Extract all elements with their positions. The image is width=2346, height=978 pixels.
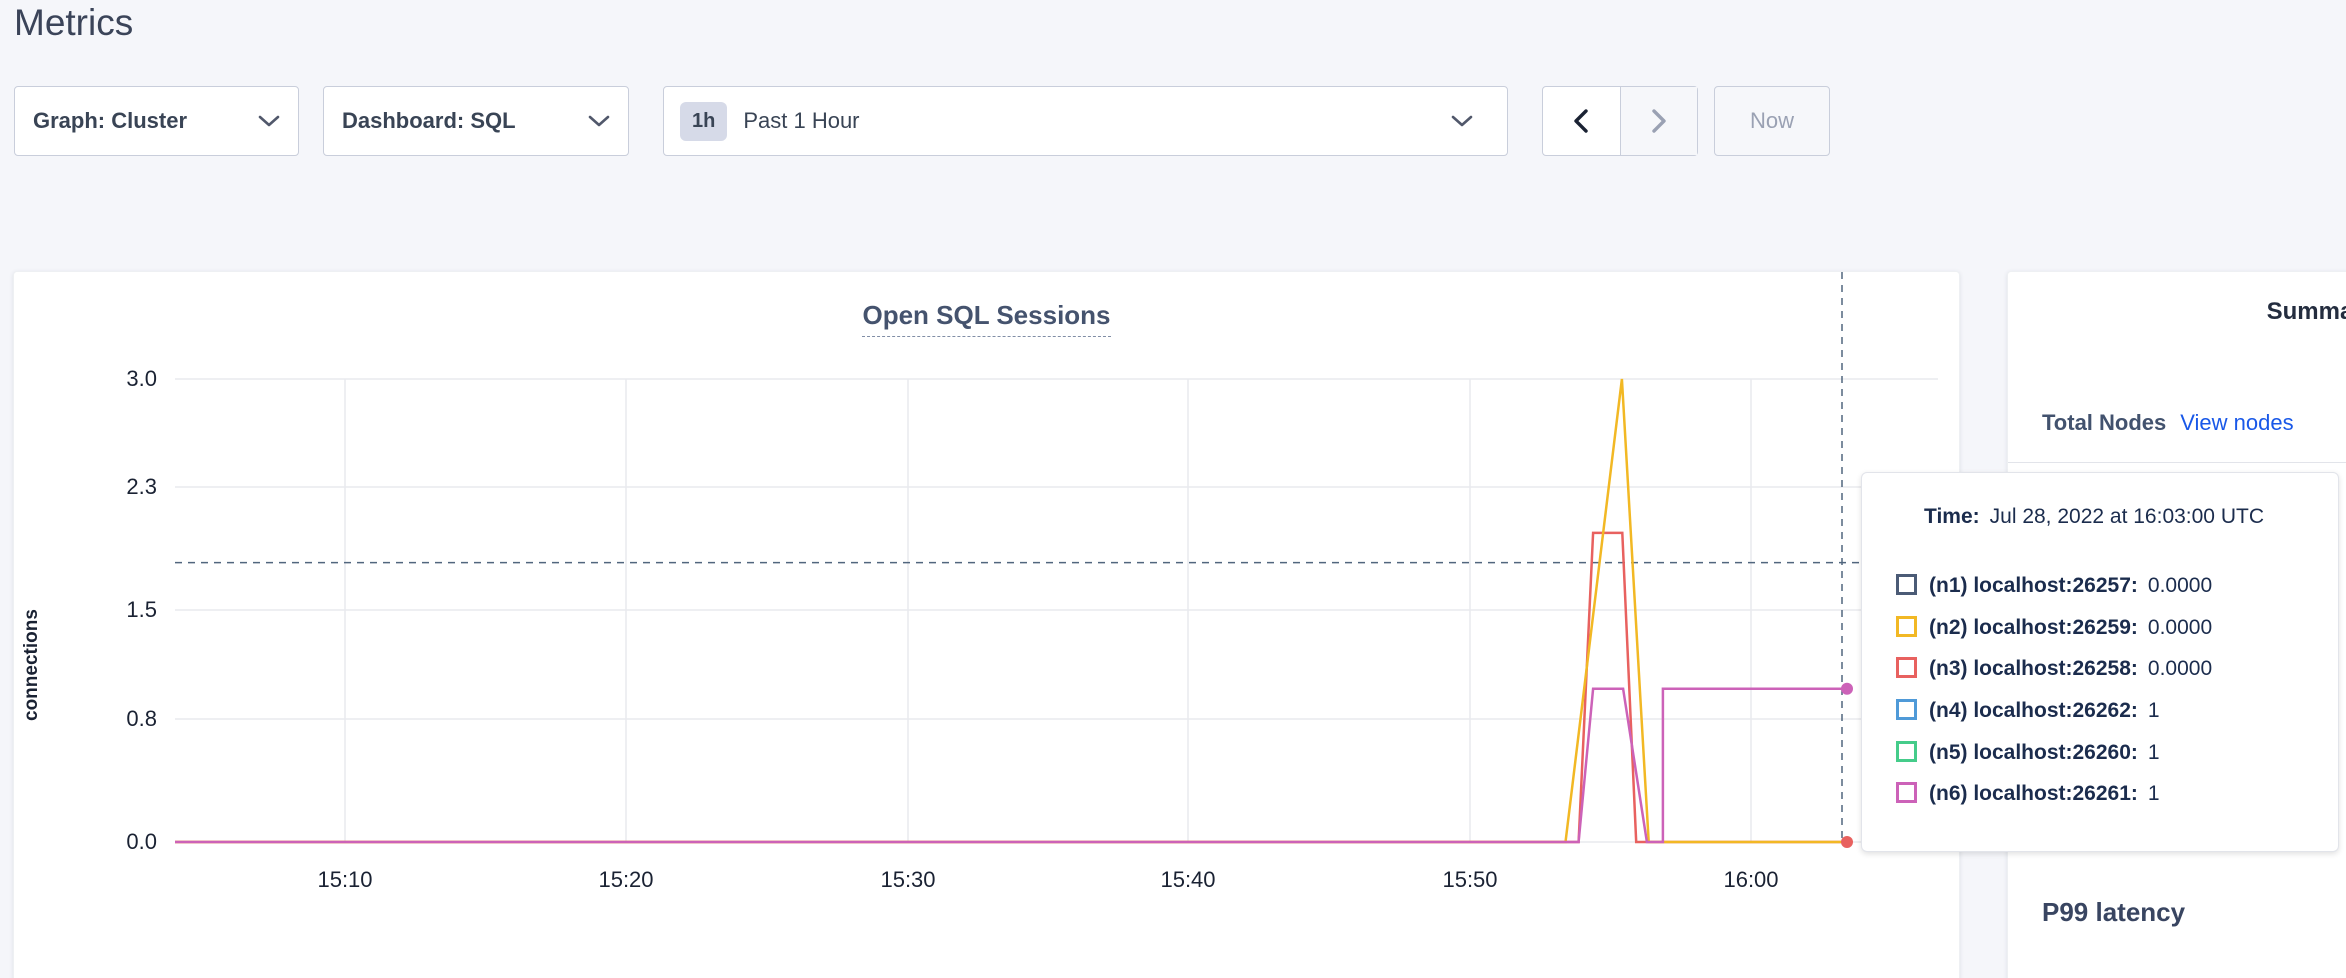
- svg-text:0.0: 0.0: [126, 829, 157, 854]
- svg-text:3.0: 3.0: [126, 366, 157, 391]
- svg-text:15:20: 15:20: [598, 867, 653, 892]
- svg-text:1.5: 1.5: [126, 597, 157, 622]
- svg-text:15:30: 15:30: [880, 867, 935, 892]
- svg-text:15:40: 15:40: [1160, 867, 1215, 892]
- svg-text:15:50: 15:50: [1442, 867, 1497, 892]
- svg-text:0.8: 0.8: [126, 706, 157, 731]
- svg-text:2.3: 2.3: [126, 474, 157, 499]
- svg-text:16:00: 16:00: [1723, 867, 1778, 892]
- svg-text:15:10: 15:10: [317, 867, 372, 892]
